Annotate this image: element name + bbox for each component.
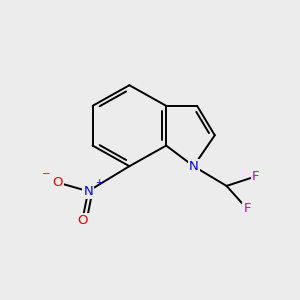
Text: F: F [243,202,251,215]
Text: +: + [95,178,103,188]
Text: O: O [77,214,88,227]
Text: N: N [189,160,199,173]
Text: F: F [252,170,259,183]
Text: −: − [42,169,51,179]
Text: N: N [83,185,93,198]
Text: O: O [52,176,62,189]
